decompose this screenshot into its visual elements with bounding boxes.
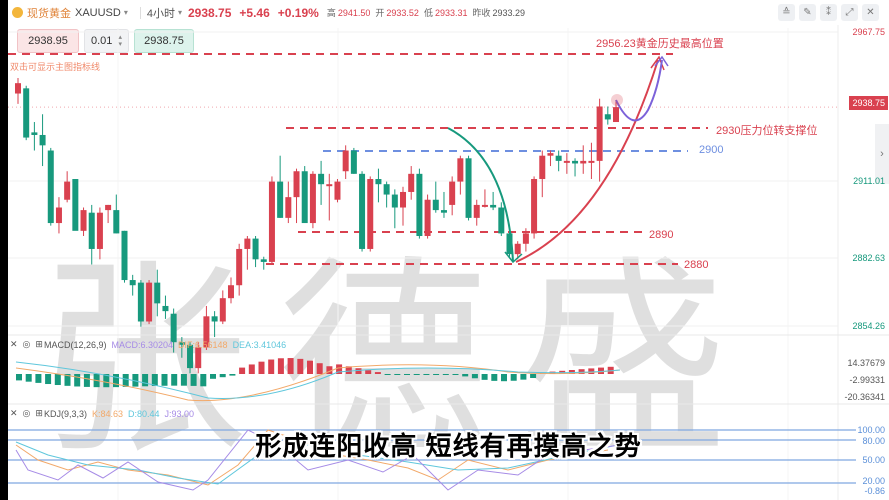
kdj-axis-label: 100.00 [857,425,885,435]
macd-axis-label: 14.37679 [847,358,885,368]
expand-icon[interactable]: ⤢ [841,4,858,21]
hint-text: 双击可显示主图指标线 [10,62,101,72]
level-2880-annotation: 2880 [684,259,709,271]
high-value: 2941.50 [337,7,371,18]
collapse-icon[interactable]: ⊞ [35,339,43,349]
open-value: 2933.52 [386,7,419,18]
stepper-arrows-icon[interactable]: ▴ ▾ [118,34,122,48]
quantity-stepper[interactable]: 0.01 ▴ ▾ [84,29,129,53]
candlestick-chart[interactable] [8,0,889,500]
price-axis-label: 2854.26 [852,321,885,331]
gold-coin-icon [12,7,23,18]
kdj-axis-label: 80.00 [862,436,885,446]
last-price: 2938.75 [188,5,232,20]
j-value: J:93.00 [164,408,195,419]
quantity-value[interactable]: 0.01 [91,35,113,47]
low-value: 2933.31 [434,7,468,18]
level-2900-annotation: 2900 [699,144,724,156]
chart-window: 张德盛 现货黄金 XAUUSD ▾ 4小时 ▾ 2938.75 +5.46 +0… [8,0,889,500]
settings-icon[interactable]: ◎ [22,339,31,349]
sell-button[interactable]: 2938.95 [17,29,79,53]
macd-value: MACD:6.30204 [111,339,174,350]
divider [139,6,141,19]
video-subtitle: 形成连阳收高 短线有再摸高之势 [255,431,642,461]
kdj-axis-label: -0.86 [864,486,885,496]
current-price-tag: 2938.75 [849,96,888,110]
prev-close-value: 2933.29 [492,7,526,18]
d-value: D:80.44 [128,408,160,419]
close-indicator-icon[interactable]: ✕ [10,339,18,349]
ath-annotation: 2956.23黄金历史最高位置 [596,38,724,50]
indicator-icon[interactable]: ⁑ [820,4,837,21]
kdj-title: KDJ(9,3,3) [43,408,87,419]
level-2930-annotation: 2930压力位转支撑位 [716,125,818,137]
low-label: 低 [423,8,433,18]
open-label: 开 [375,8,385,18]
dea-value: DEA:3.41046 [232,339,287,350]
timeframe-select[interactable]: 4小时 [146,7,175,20]
header-bar: 现货黄金 XAUUSD ▾ 4小时 ▾ 2938.75 +5.46 +0.19%… [8,0,889,25]
chevron-right-icon: › [880,148,884,160]
pencil-icon[interactable]: ✎ [799,4,816,21]
prev-close-label: 昨收 [472,8,491,18]
price-change-pct: +0.19% [277,5,319,20]
price-axis-label: 2882.63 [852,253,885,263]
kdj-axis-label: 50.00 [862,455,885,465]
expand-panel-button[interactable]: › [875,124,889,184]
symbol-dropdown-icon[interactable]: ▾ [123,8,128,17]
close-indicator-icon[interactable]: ✕ [10,408,18,418]
price-change: +5.46 [239,5,270,20]
order-panel: 2938.95 0.01 ▴ ▾ 2938.75 [17,29,194,53]
kdj-header: ✕ ◎ ⊞ KDJ(9,3,3) K:84.63 D:80.44 J:93.00 [10,408,194,419]
macd-header: ✕ ◎ ⊞ MACD(12,26,9) MACD:6.30204 DIF:6.5… [10,339,286,350]
price-axis-label: 2967.75 [852,27,885,37]
level-2890-annotation: 2890 [649,229,674,241]
collapse-icon[interactable]: ⊞ [35,408,43,418]
buy-button[interactable]: 2938.75 [134,29,194,53]
macd-axis-label: -2.99331 [849,375,885,385]
price-axis-label: 2911.01 [853,176,885,186]
symbol-name[interactable]: 现货黄金 [27,7,71,20]
draw-icon[interactable]: ≙ [778,4,795,21]
timeframe-dropdown-icon[interactable]: ▾ [177,8,182,17]
k-value: K:84.63 [91,408,123,419]
high-label: 高 [326,8,336,18]
symbol-code[interactable]: XAUUSD [75,6,121,19]
macd-axis-label: -20.36341 [844,392,885,402]
kdj-axis-label: 20.00 [862,476,885,486]
settings-icon[interactable]: ◎ [22,408,31,418]
macd-title: MACD(12,26,9) [43,339,107,350]
close-icon[interactable]: ✕ [862,4,879,21]
toolbar: ≙ ✎ ⁑ ⤢ ✕ [778,4,879,21]
dif-value: DIF:6.56148 [178,339,228,350]
